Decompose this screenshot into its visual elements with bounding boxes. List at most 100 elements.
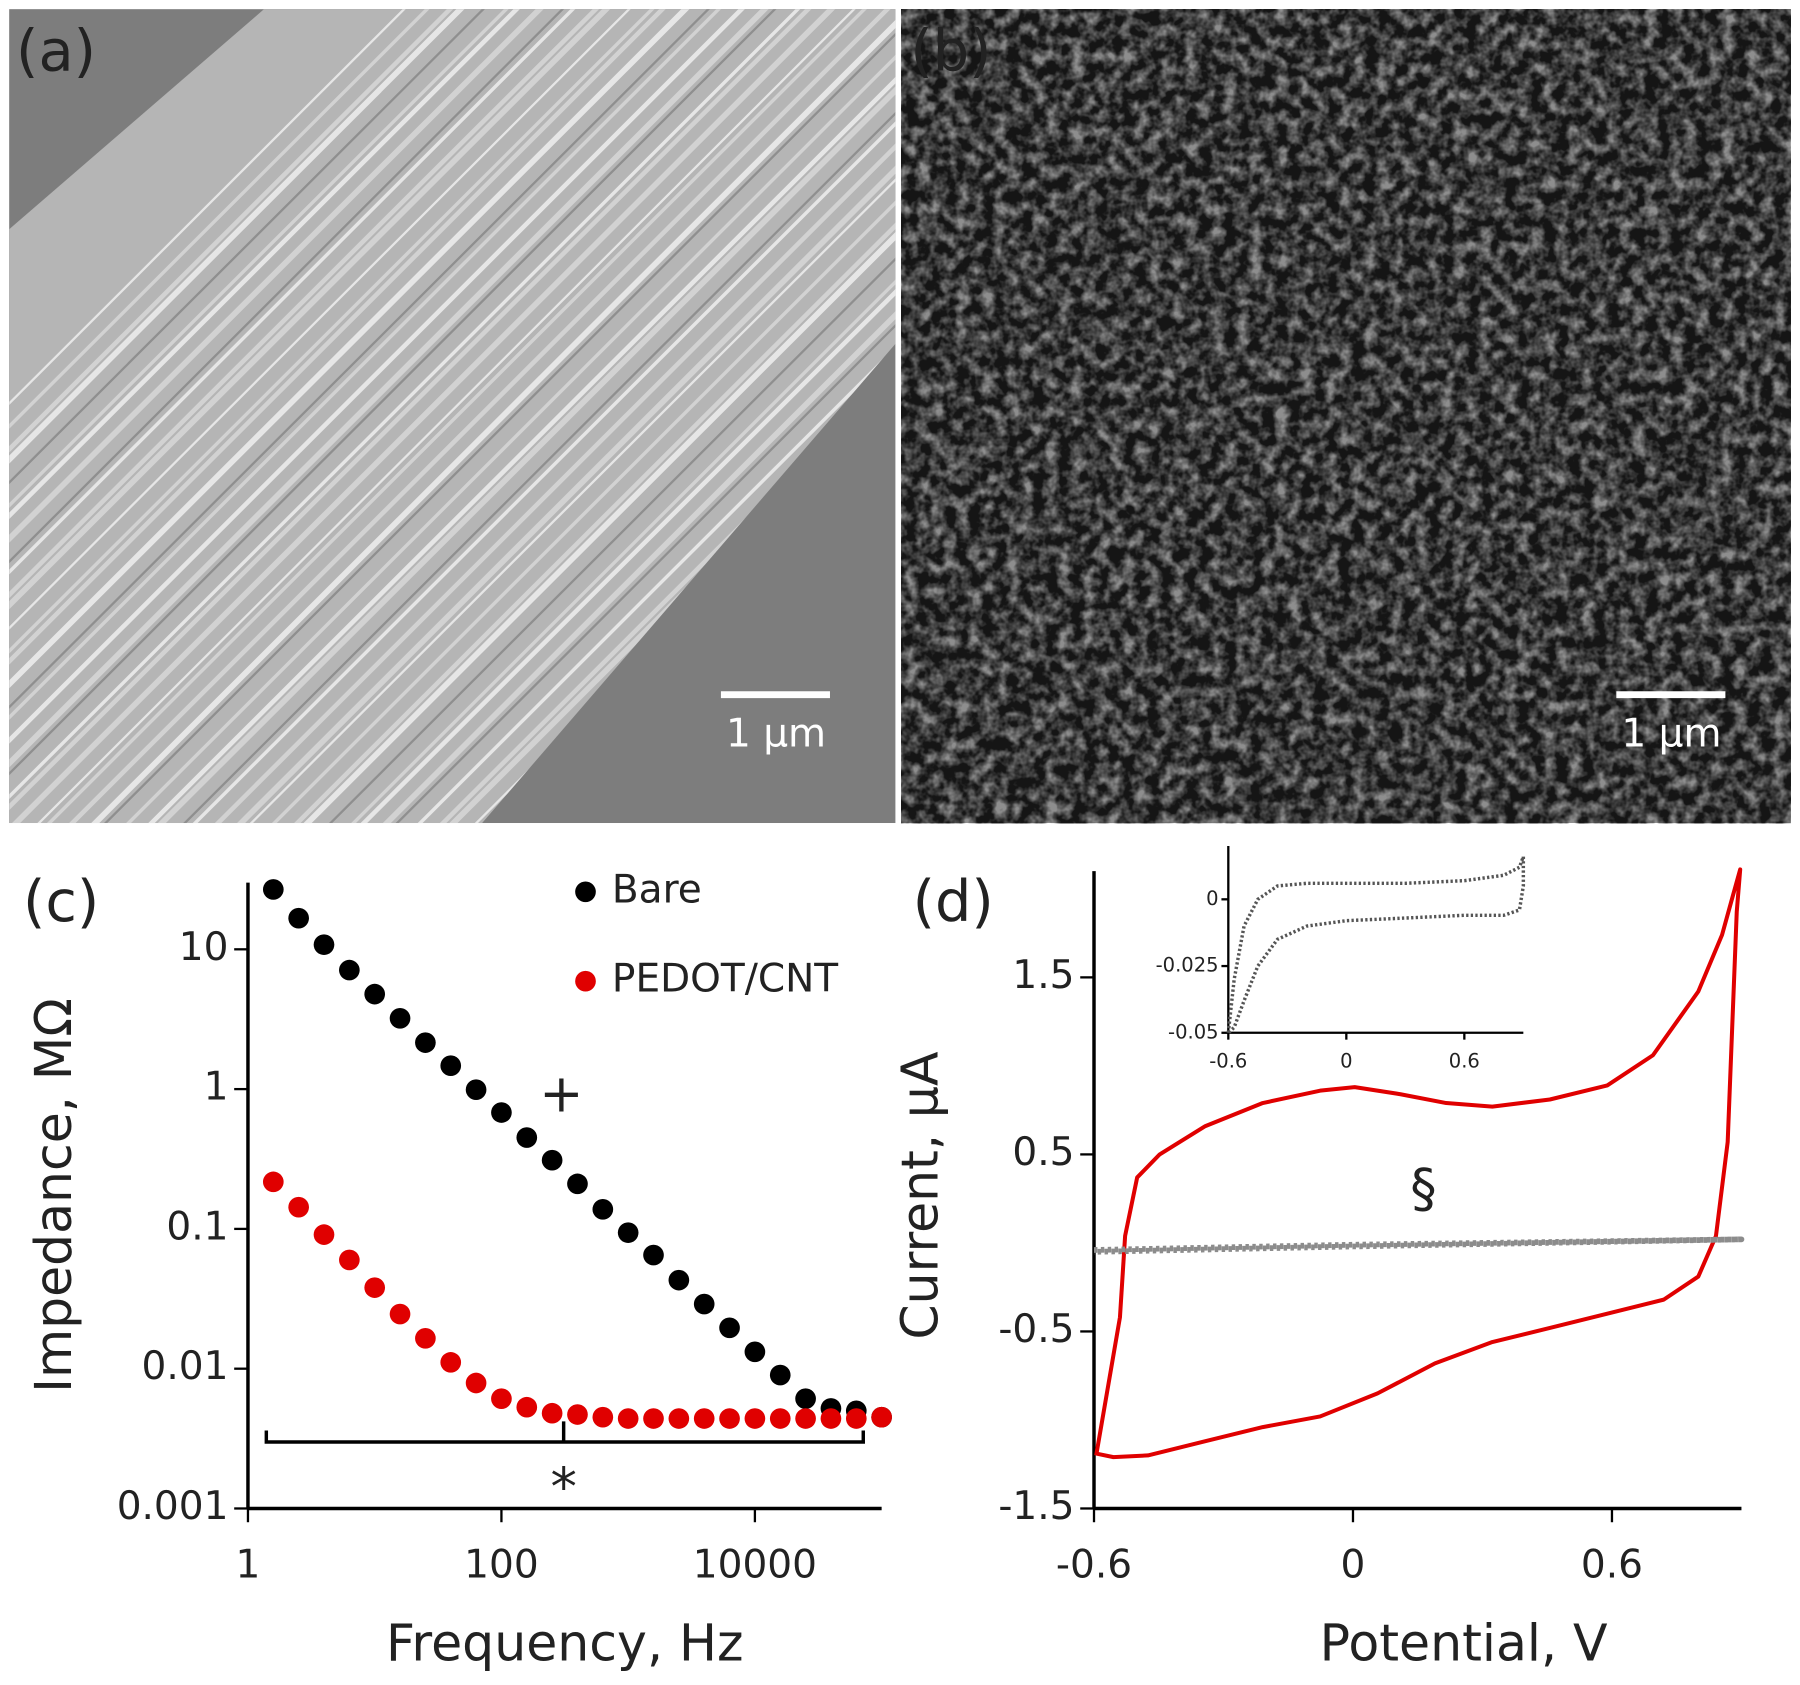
- streak: [202, 9, 896, 824]
- data-point: [389, 1007, 411, 1029]
- streak: [9, 9, 599, 824]
- streak: [9, 9, 896, 824]
- annotation: §: [1410, 1159, 1436, 1220]
- data-point: [465, 1079, 487, 1101]
- data-point: [643, 1244, 664, 1266]
- data-point: [845, 1408, 867, 1429]
- annotation: *: [550, 1457, 576, 1518]
- data-point: [288, 1196, 309, 1218]
- streak: [9, 9, 896, 824]
- streak: [145, 9, 896, 824]
- y-tick-label: -0.5: [998, 1307, 1074, 1352]
- legend-label: Bare: [612, 867, 702, 912]
- data-point: [719, 1317, 740, 1339]
- y-tick-label: 0.001: [117, 1484, 229, 1529]
- streak: [101, 9, 896, 824]
- legend-marker: [575, 970, 596, 992]
- streak: [9, 9, 896, 824]
- data-point: [719, 1408, 740, 1429]
- data-point: [668, 1408, 690, 1429]
- data-point: [339, 959, 360, 981]
- streak: [190, 9, 896, 824]
- streak: [9, 9, 689, 824]
- data-point: [440, 1352, 462, 1373]
- streak: [9, 9, 712, 824]
- curve: [1094, 867, 1743, 1460]
- y-axis-title: Current, μA: [891, 1051, 950, 1340]
- legend-label: PEDOT/CNT: [612, 957, 838, 1002]
- streak: [314, 9, 896, 824]
- streak: [9, 9, 622, 824]
- x-tick-label: 10000: [693, 1542, 817, 1587]
- streak: [9, 9, 824, 824]
- bracket: [264, 1421, 865, 1444]
- streak: [403, 9, 896, 824]
- streak: [9, 9, 896, 824]
- annotation: +: [539, 1064, 583, 1125]
- y-tick-label: 1.5: [1012, 953, 1074, 998]
- streak: [9, 9, 734, 824]
- x-tick-label: 0: [1340, 1050, 1352, 1073]
- data-point: [465, 1372, 487, 1394]
- panel-label: (a): [16, 18, 96, 85]
- y-axis-title: Impedance, MΩ: [24, 998, 83, 1393]
- data-point: [592, 1199, 614, 1220]
- streak: [393, 9, 896, 824]
- data-point: [617, 1408, 639, 1429]
- streak: [79, 9, 896, 824]
- streak: [9, 9, 896, 824]
- streak: [9, 9, 896, 824]
- data-point: [364, 1277, 386, 1298]
- streak: [336, 9, 896, 824]
- data-point: [339, 1249, 360, 1271]
- x-tick-label: 0: [1341, 1542, 1366, 1587]
- data-point: [795, 1388, 816, 1410]
- data-point: [769, 1364, 791, 1386]
- panel-label: (d): [913, 868, 994, 935]
- panel-label: (c): [23, 868, 99, 935]
- data-point: [643, 1408, 664, 1429]
- x-tick-label: 0.6: [1449, 1050, 1480, 1073]
- y-tick-label: -0.05: [1168, 1020, 1219, 1043]
- y-tick-label: 1: [204, 1065, 229, 1110]
- streak: [9, 9, 768, 824]
- streak: [257, 9, 896, 824]
- streak: [168, 9, 896, 824]
- x-tick-label: -0.6: [1209, 1050, 1247, 1073]
- streak: [348, 9, 896, 824]
- x-axis-title: Frequency, Hz: [386, 1614, 744, 1673]
- data-point: [389, 1303, 411, 1325]
- data-point: [693, 1408, 715, 1429]
- streak: [304, 9, 896, 824]
- streak: [22, 9, 896, 824]
- x-axis-title: Potential, V: [1320, 1614, 1608, 1673]
- data-point: [516, 1396, 538, 1418]
- streak: [9, 9, 834, 824]
- x-tick-label: -0.6: [1056, 1542, 1132, 1587]
- data-point: [440, 1055, 462, 1077]
- data-point: [744, 1408, 766, 1429]
- y-tick-label: 10: [179, 925, 229, 970]
- data-point: [795, 1408, 816, 1429]
- data-point: [491, 1102, 512, 1123]
- streak: [9, 9, 779, 824]
- data-point: [668, 1269, 690, 1291]
- fiber: [9, 9, 896, 824]
- streak: [9, 9, 896, 824]
- x-tick-label: 100: [464, 1542, 539, 1587]
- data-point: [415, 1327, 436, 1349]
- data-point: [567, 1404, 588, 1425]
- data-point: [491, 1388, 512, 1410]
- data-point: [541, 1149, 563, 1171]
- streak: [111, 9, 896, 824]
- y-tick-label: 0.01: [142, 1344, 229, 1389]
- legend-marker: [575, 881, 596, 903]
- curve: [1226, 854, 1526, 1035]
- streak: [224, 9, 896, 824]
- y-tick-label: -0.025: [1156, 954, 1219, 977]
- streak: [135, 9, 896, 824]
- streak: [45, 9, 896, 824]
- panel-label: (b): [910, 18, 991, 85]
- streak: [9, 9, 633, 824]
